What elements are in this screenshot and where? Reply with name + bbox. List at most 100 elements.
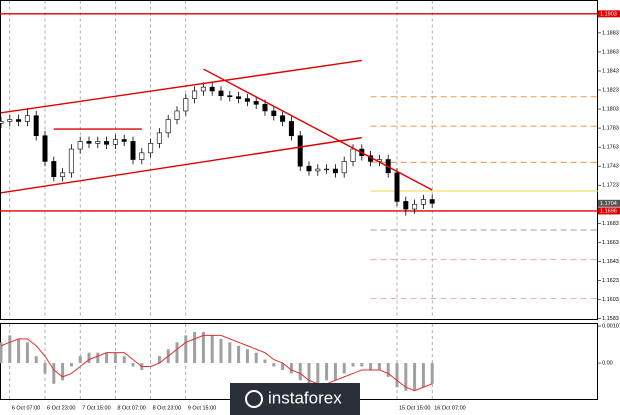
- candle-body: [288, 121, 294, 137]
- candle-body: [218, 90, 224, 97]
- y-tick-label: 1.1783: [602, 126, 619, 132]
- candle-body: [227, 95, 233, 97]
- price-box: [598, 199, 620, 207]
- level-box: [598, 207, 620, 215]
- trendline: [0, 59, 362, 114]
- y-tick-label: 1.1803: [602, 107, 619, 113]
- candle-body: [60, 172, 66, 177]
- candle-body: [156, 132, 162, 144]
- osc-bar: [175, 342, 179, 364]
- osc-bar: [69, 363, 73, 367]
- candle-body: [7, 119, 13, 122]
- candle-body: [262, 103, 268, 112]
- osc-bar: [430, 363, 434, 384]
- y-tick-label: 1.1603: [602, 297, 619, 303]
- x-tick-label: 6 Oct 23:00: [47, 405, 75, 411]
- level-label: 1.1696: [600, 208, 617, 214]
- osc-bar: [237, 345, 241, 364]
- candle-body: [183, 98, 189, 112]
- osc-bar: [201, 331, 205, 364]
- y-tick-label: 1.1843: [602, 68, 619, 74]
- y-tick-label: 1.1743: [602, 164, 619, 170]
- osc-bar: [254, 352, 258, 364]
- candle-body: [95, 141, 101, 144]
- y-tick-label: 1.1643: [602, 259, 619, 265]
- candle-body: [253, 101, 259, 105]
- candle-body: [315, 168, 321, 172]
- osc-bar: [325, 363, 329, 381]
- x-tick-label: 9 Oct 15:00: [188, 405, 216, 411]
- osc-tick-label: 0.00: [602, 361, 613, 367]
- osc-bar: [298, 363, 302, 381]
- level-box: [598, 10, 620, 18]
- y-tick-label: 1.1663: [602, 240, 619, 246]
- candle-body: [86, 141, 92, 144]
- candle-body: [0, 121, 4, 124]
- trendline: [0, 136, 362, 194]
- watermark-box: [230, 383, 360, 415]
- candle-body: [420, 199, 426, 205]
- candle-body: [200, 86, 206, 92]
- osc-bar: [52, 363, 56, 384]
- osc-bar: [377, 363, 381, 370]
- osc-bar: [369, 363, 373, 370]
- candle-body: [297, 135, 303, 167]
- candle-body: [412, 203, 418, 210]
- candle-body: [104, 141, 110, 145]
- osc-bar: [386, 363, 390, 377]
- osc-bar: [219, 338, 223, 364]
- osc-bar: [272, 363, 276, 367]
- candle-body: [77, 141, 83, 150]
- osc-bar: [96, 352, 100, 364]
- candle-body: [394, 172, 400, 202]
- osc-bar: [78, 356, 82, 364]
- osc-bar: [228, 342, 232, 364]
- candle-body: [350, 148, 356, 162]
- candle-body: [139, 152, 145, 160]
- osc-bar: [307, 363, 311, 384]
- osc-bar: [289, 363, 293, 374]
- osc-bar: [245, 349, 249, 364]
- candle-body: [112, 139, 118, 145]
- x-tick-label: 15 Oct 15:00: [399, 405, 431, 411]
- price-panel: [0, 0, 598, 320]
- candle-body: [332, 168, 338, 174]
- osc-bar: [210, 335, 214, 364]
- x-tick-label: 16 Oct 07:00: [434, 405, 466, 411]
- y-tick-label: 1.1583: [602, 316, 619, 322]
- osc-bar: [87, 352, 91, 364]
- candle-body: [165, 119, 171, 134]
- osc-bar: [17, 338, 21, 364]
- candle-body: [403, 201, 409, 210]
- osc-bar: [413, 363, 417, 391]
- candle-body: [148, 143, 154, 154]
- candle-body: [130, 141, 136, 160]
- candle-body: [121, 139, 127, 142]
- osc-bar: [105, 352, 109, 364]
- osc-bar: [0, 342, 3, 364]
- osc-signal: [0, 334, 433, 392]
- candle-body: [236, 96, 242, 99]
- x-tick-label: 8 Oct 07:00: [117, 405, 145, 411]
- osc-bar: [342, 363, 346, 374]
- y-tick-label: 1.1863: [602, 49, 619, 55]
- x-tick-label: 7 Oct 15:00: [82, 405, 110, 411]
- candle-body: [16, 119, 22, 122]
- candle-body: [341, 161, 347, 174]
- candle-body: [51, 161, 57, 177]
- osc-bar: [131, 363, 135, 367]
- candle-body: [324, 168, 330, 171]
- candle-body: [244, 98, 250, 102]
- osc-tick-label: 0.00107: [602, 324, 620, 330]
- osc-bar: [34, 356, 38, 364]
- candle-body: [306, 165, 312, 172]
- watermark-icon: [245, 390, 263, 408]
- osc-bar: [157, 356, 161, 364]
- y-tick-label: 1.1683: [602, 221, 619, 227]
- x-tick-label: 6 Oct 07:00: [12, 405, 40, 411]
- osc-bar: [43, 363, 47, 374]
- candle-body: [24, 115, 30, 122]
- y-tick-label: 1.1883: [602, 30, 619, 36]
- candle-body: [271, 110, 277, 117]
